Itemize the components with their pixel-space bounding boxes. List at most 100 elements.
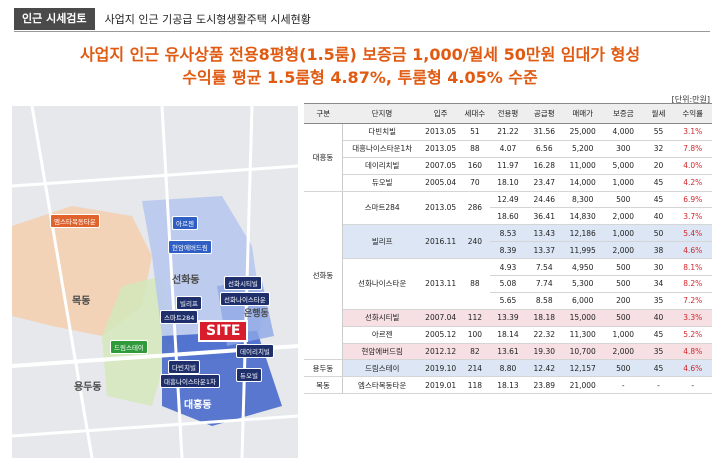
- group-cell: 선화동: [304, 191, 343, 361]
- col-header: 월세: [643, 103, 674, 124]
- cell: 22.32: [526, 326, 563, 344]
- cell: 5,000: [603, 157, 644, 175]
- cell: 40: [643, 309, 674, 327]
- cell-rate: 8.2%: [673, 275, 712, 293]
- cell-rate: 8.1%: [673, 258, 712, 277]
- cell: 82: [459, 343, 490, 361]
- cell: 16.28: [526, 157, 563, 175]
- cell: 다빈치빌: [342, 123, 422, 141]
- cell: 4,000: [603, 123, 644, 141]
- cell: 50: [643, 224, 674, 243]
- cell: 118: [459, 376, 490, 395]
- cell: 2019.10: [421, 359, 460, 378]
- price-table: 구분 단지명 입주 세대수 전용평 공급평 매매가 보증금 월세 수익률 대흥동…: [304, 103, 712, 395]
- section-tag: 인근 시세검토: [14, 8, 95, 30]
- table-row: 5.08 7.74 5,300 500 34 8.2%: [304, 275, 712, 293]
- table-row: 빌리프 2016.11 240 8.53 13.43 12,186 1,000 50 5.4%: [304, 224, 712, 260]
- col-header: 수익률: [673, 103, 712, 124]
- cell: 선화나이스타운: [342, 258, 422, 310]
- cell: 18.18: [526, 309, 563, 327]
- cell: 대흥나이스타운1차: [342, 140, 422, 158]
- cell: 듀오빌: [342, 174, 422, 192]
- cell: 18.13: [489, 376, 527, 395]
- cell: 2007.05: [421, 157, 460, 175]
- cell: 45: [643, 191, 674, 209]
- cell: 70: [459, 174, 490, 192]
- cell: 25,000: [562, 123, 603, 141]
- cell: 11,000: [562, 157, 603, 175]
- cell: 31.56: [526, 123, 563, 141]
- cell: 11,995: [562, 241, 603, 260]
- cell: 11,300: [562, 326, 603, 344]
- cell: 2016.11: [421, 224, 460, 260]
- col-header: 공급평: [526, 103, 563, 124]
- cell: 2,000: [603, 241, 644, 260]
- cell: 15,000: [562, 309, 603, 327]
- col-header: 입주: [421, 103, 460, 124]
- map-label-mstar: 엠스타목동타운: [50, 214, 100, 228]
- cell: 5,300: [562, 275, 603, 293]
- table-row: 목동 엠스타목동타운 2019.01 118 18.13 23.89 21,000- - -: [304, 376, 712, 395]
- cell: 300: [603, 140, 644, 158]
- cell: 51: [459, 123, 490, 141]
- cell: 5,200: [562, 140, 603, 158]
- cell: 2013.05: [421, 140, 460, 158]
- cell: 6,000: [562, 292, 603, 310]
- cell: 30: [643, 258, 674, 277]
- cell: 10,700: [562, 343, 603, 361]
- cell: 160: [459, 157, 490, 175]
- cell: 500: [603, 275, 644, 293]
- cell: 23.47: [526, 174, 563, 192]
- cell: 100: [459, 326, 490, 344]
- table-row: 선화동 스마트284 2013.05 286 12.49 24.46 8,300 500 45…: [304, 191, 712, 361]
- cell: 12,157: [562, 359, 603, 378]
- map-label-duo: 듀오빌: [236, 368, 262, 382]
- cell: 6.56: [526, 140, 563, 158]
- cell: 2,000: [603, 343, 644, 361]
- cell: -: [603, 376, 644, 395]
- headline-line-2: 수익률 평균 1.5룸형 4.87%, 투룸형 4.05% 수준: [182, 68, 538, 87]
- cell-rate: 4.2%: [673, 174, 712, 192]
- area-seonhwadong: 선화동: [172, 275, 200, 286]
- cell: 13.37: [526, 241, 563, 260]
- table-row: 현암에버드림 2012.12 82 13.61 19.30 10,700 2,000 35 4.…: [304, 343, 712, 361]
- table-row: 8.39 13.37 11,995 2,000 38 4.6%: [304, 241, 712, 260]
- cell-rate: 3.3%: [673, 309, 712, 327]
- cell: 드림스테이: [342, 359, 422, 378]
- cell: 12.42: [526, 359, 563, 378]
- group-cell: 목동: [304, 376, 343, 395]
- cell-rate: 4.8%: [673, 343, 712, 361]
- table-row: 선화시티빌 2007.04 112 13.39 18.18 15,000 500 40 3.3%: [304, 309, 712, 327]
- cell: 18.10: [489, 174, 527, 192]
- cell-rate: 3.1%: [673, 123, 712, 141]
- cell: 선화시티빌: [342, 309, 422, 327]
- cell: 18.14: [489, 326, 527, 344]
- cell: 55: [643, 123, 674, 141]
- map-label-dayrich: 데이리치빌: [236, 344, 274, 358]
- cell: 빌리프: [342, 224, 422, 260]
- cell: 23.89: [526, 376, 563, 395]
- location-map: 목동 용두동 선화동 은행동 대흥동 엠스타목동타운 아르젠 현암에버드림 선화…: [12, 106, 298, 458]
- table-row: 선화나이스타운 2013.11 88 4.93 7.54 4,950 500 30 8.1%: [304, 258, 712, 310]
- map-label-belief: 빌리프: [176, 296, 202, 310]
- cell: -: [643, 376, 674, 395]
- cell-rate: 4.0%: [673, 157, 712, 175]
- cell: 34: [643, 275, 674, 293]
- cell: 200: [603, 292, 644, 310]
- col-header: 매매가: [562, 103, 603, 124]
- cell: 2005.04: [421, 174, 460, 192]
- table-row: 5.65 8.58 6,000 200 35 7.2%: [304, 292, 712, 310]
- cell-rate: 7.8%: [673, 140, 712, 158]
- cell: 8.39: [489, 241, 527, 260]
- cell: 스마트284: [342, 191, 422, 226]
- cell: 2013.05: [421, 191, 460, 226]
- cell: -: [673, 376, 712, 395]
- cell: 35: [643, 292, 674, 310]
- cell: 현암에버드림: [342, 343, 422, 361]
- cell: 21,000: [562, 376, 603, 395]
- cell-rate: 5.2%: [673, 326, 712, 344]
- cell: 8,300: [562, 191, 603, 209]
- cell: 2005.12: [421, 326, 460, 344]
- cell: 112: [459, 309, 490, 327]
- group-cell: 대흥동: [304, 123, 343, 192]
